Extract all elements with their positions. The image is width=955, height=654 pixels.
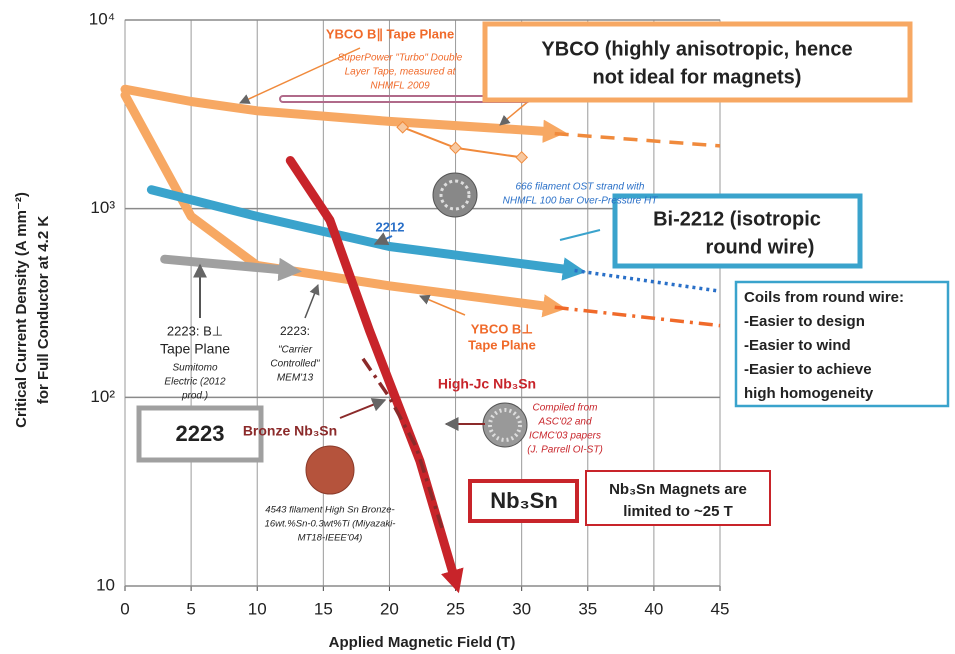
annotation: not ideal for magnets)	[593, 66, 802, 88]
y-axis-label: for Full Conductor at 4.2 K	[35, 216, 52, 405]
series-line	[361, 357, 444, 530]
series-line	[160, 254, 302, 282]
annotation: 2223:	[280, 324, 310, 338]
annotation: -Easier to design	[744, 313, 865, 330]
annotation: 666 filament OST strand with	[516, 182, 645, 193]
pointer	[559, 229, 601, 241]
annotation: ASC'02 and	[537, 417, 591, 428]
annotations: YBCO B∥ Tape Plane SuperPower "Turbo" Dou…	[160, 26, 904, 543]
x-tick-label: 25	[446, 599, 465, 618]
annotation: MEM'13	[277, 373, 314, 384]
x-tick-label: 0	[120, 599, 129, 618]
data-point	[396, 120, 410, 134]
x-tick-label: 20	[380, 599, 399, 618]
annotation: Compiled from	[532, 403, 597, 414]
nb3sn-box	[468, 479, 579, 523]
pointer	[419, 294, 466, 316]
annotation: 2212	[376, 219, 405, 234]
annotation: Bronze Nb₃Sn	[243, 423, 337, 439]
annotation: high homogeneity	[744, 385, 874, 402]
x-tick-label: 15	[314, 599, 333, 618]
data-point	[515, 151, 529, 164]
annotation: Nb₃Sn	[490, 488, 558, 513]
pointers	[239, 47, 531, 316]
annotation: Bi-2212 (isotropic	[653, 208, 821, 230]
annotation: YBCO B⊥	[471, 321, 533, 336]
x-tick-label: 40	[644, 599, 663, 618]
y-tick-label: 10	[96, 575, 115, 594]
series-line	[285, 156, 464, 594]
nb3sn-limit-box	[585, 470, 771, 526]
x-tick-label: 35	[578, 599, 597, 618]
y-tick-label: 10³	[90, 198, 115, 217]
wire-icon	[432, 172, 478, 218]
annotation: 4543 filament High Sn Bronze-	[265, 505, 394, 516]
series-line	[146, 185, 587, 281]
pointer	[373, 232, 393, 245]
wire-icon	[305, 445, 355, 495]
2223-box	[136, 405, 264, 463]
x-tick-label: 45	[711, 599, 730, 618]
annotation: YBCO (highly anisotropic, hence	[541, 38, 852, 60]
annotation: Nb₃Sn Magnets are	[609, 481, 747, 498]
pointer	[304, 284, 320, 319]
annotation: NHMFL 2009	[370, 81, 430, 92]
series-line	[554, 131, 721, 148]
annotation: round wire)	[706, 236, 815, 258]
ybco-box	[482, 21, 913, 103]
annotation: 16wt.%Sn-0.3wt%Ti (Miyazaki-	[265, 519, 396, 530]
annotation: SuperPower "Turbo" Double	[338, 53, 463, 64]
annotation: NHMFL 100 bar Over-Pressure HT	[503, 196, 659, 207]
annotation: Layer Tape, measured at	[345, 67, 457, 78]
annotation: prod.)	[181, 391, 208, 402]
annotation: MT18-IEEE'04)	[298, 533, 363, 544]
annotation: limited to ~25 T	[623, 503, 733, 520]
series-line	[120, 84, 567, 143]
annotation: Electric (2012	[164, 377, 226, 388]
annotation: High-Jc Nb₃Sn	[438, 376, 536, 392]
annotation: Controlled"	[270, 359, 320, 370]
x-axis-label: Applied Magnetic Field (T)	[329, 634, 516, 651]
annotation: YBCO B∥ Tape Plane	[326, 26, 454, 41]
bi2212-box	[612, 193, 863, 269]
pointer	[339, 398, 387, 419]
annotation: -Easier to achieve	[744, 361, 872, 378]
coils-box	[734, 280, 950, 408]
pointer	[239, 47, 361, 104]
annotation: -Easier to wind	[744, 337, 851, 354]
x-tick-label: 5	[186, 599, 195, 618]
annotation: ICMC'03 papers	[529, 431, 601, 442]
y-tick-label: 10⁴	[89, 9, 115, 28]
x-tick-label: 10	[248, 599, 267, 618]
annotation: Tape Plane	[160, 341, 230, 357]
annotation: Sumitomo	[172, 363, 217, 374]
series-line	[554, 305, 721, 328]
y-axis-label: Critical Current Density (A mm⁻²)	[13, 192, 30, 428]
wire-icon-detail	[488, 408, 522, 442]
marks	[120, 84, 721, 594]
pointer	[499, 99, 531, 126]
y-tick-label: 10²	[90, 387, 115, 406]
annotation: "Carrier	[278, 345, 313, 356]
annotation: Coils from round wire:	[744, 289, 904, 306]
annotation: (J. Parrell OI-ST)	[527, 445, 603, 456]
annotation: 2223: B⊥	[167, 323, 223, 338]
annotation: Tape Plane	[468, 337, 536, 352]
x-tick-label: 30	[512, 599, 531, 618]
wire-icon-detail	[439, 179, 471, 211]
annotation: 2223	[176, 421, 225, 446]
data-point	[449, 141, 462, 155]
